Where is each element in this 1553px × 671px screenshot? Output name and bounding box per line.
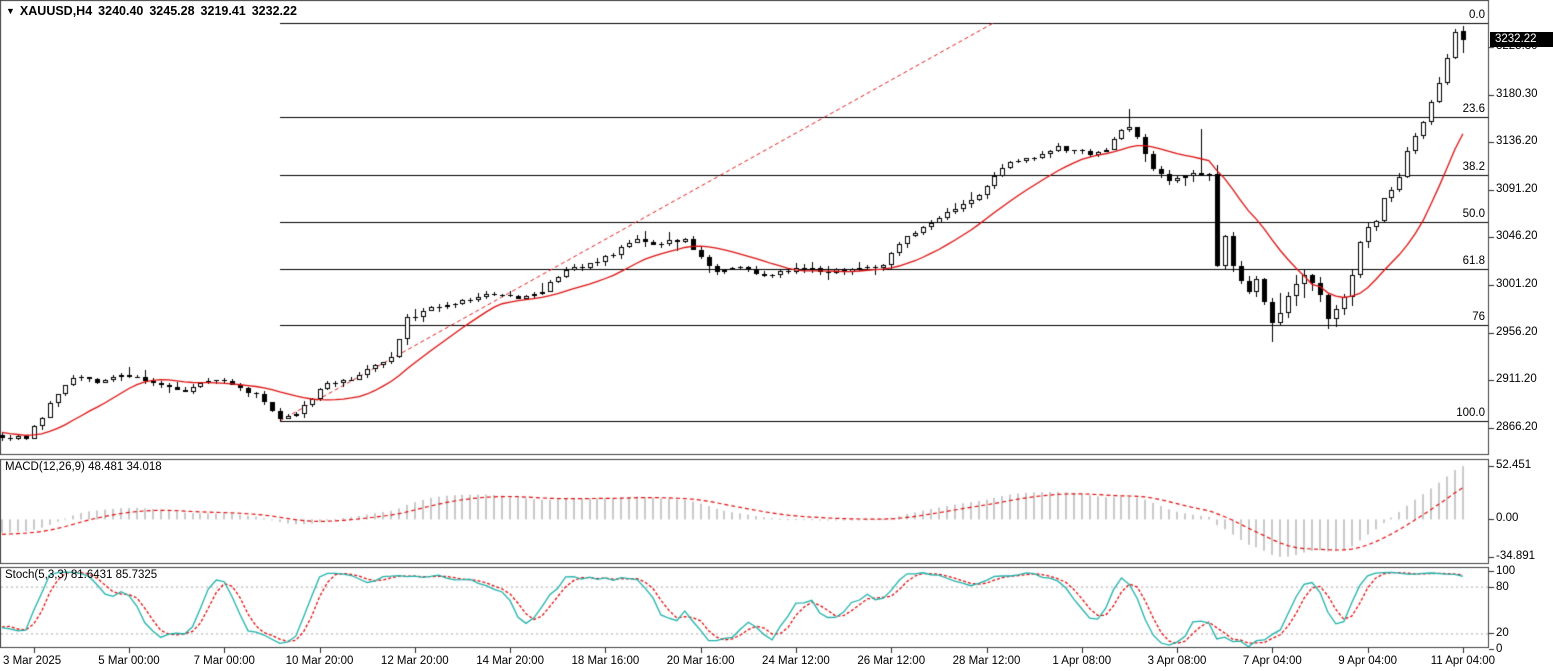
- stoch-axis-label: 20: [1496, 627, 1509, 640]
- fib-level-label: 50.0: [1462, 208, 1485, 221]
- time-axis-label: 7 Mar 00:00: [193, 655, 255, 667]
- time-axis-label: 12 Mar 20:00: [380, 655, 449, 667]
- price-axis-label: 3046.20: [1496, 230, 1538, 243]
- price-axis-label: 2956.20: [1496, 325, 1538, 338]
- high-value: 3245.28: [149, 4, 195, 18]
- time-axis-label: 10 Mar 20:00: [285, 655, 354, 667]
- time-axis-label: 3 Mar 2025: [3, 655, 62, 667]
- symbol-header: ▼ XAUUSD,H4 3240.40 3245.28 3219.41 3232.22: [6, 4, 303, 18]
- stoch-axis-label: 0: [1496, 643, 1503, 655]
- price-axis-label: 3001.20: [1496, 277, 1538, 290]
- time-axis-label: 18 Mar 16:00: [571, 655, 640, 667]
- time-axis-label: 11 Apr 04:00: [1430, 655, 1496, 667]
- stoch-axis-label: 100: [1496, 565, 1516, 577]
- close-value: 3232.22: [251, 4, 297, 18]
- price-axis-label: 3091.20: [1496, 182, 1538, 195]
- open-value: 3240.40: [98, 4, 144, 18]
- time-axis-label: 7 Apr 04:00: [1242, 655, 1302, 667]
- stoch-indicator-label: Stoch(5,3,3) 81.6431 85.7325: [5, 569, 158, 581]
- low-value: 3219.41: [200, 4, 246, 18]
- time-axis-label: 28 Mar 12:00: [952, 655, 1021, 667]
- price-axis-label: 2866.20: [1496, 421, 1538, 434]
- price-axis-label: 3180.30: [1496, 88, 1538, 101]
- symbol-name: XAUUSD,H4: [19, 4, 93, 18]
- current-price-tag: 3232.22: [1490, 32, 1553, 48]
- fib-level-label: 61.8: [1462, 254, 1485, 267]
- time-axis-label: 9 Apr 04:00: [1338, 655, 1398, 667]
- macd-axis-label: 52.451: [1496, 459, 1532, 471]
- time-axis-label: 14 Mar 20:00: [476, 655, 544, 667]
- fib-level-label: 38.2: [1462, 161, 1485, 174]
- macd-indicator-label: MACD(12,26,9) 48.481 34.018: [5, 461, 162, 473]
- price-axis-label: 2911.20: [1496, 373, 1537, 386]
- time-axis-label: 24 Mar 12:00: [762, 655, 830, 667]
- time-axis-label: 5 Mar 00:00: [98, 655, 160, 667]
- fib-level-label: 0.0: [1469, 9, 1485, 22]
- fib-level-label: 23.6: [1462, 103, 1485, 116]
- time-axis-label: 20 Mar 16:00: [666, 655, 735, 667]
- macd-axis-label: 0.00: [1496, 512, 1519, 525]
- price-axis-label: 3136.20: [1496, 134, 1538, 147]
- time-axis-label: 26 Mar 12:00: [857, 655, 926, 667]
- fib-level-label: 76: [1472, 311, 1485, 324]
- time-axis-label: 3 Apr 08:00: [1147, 655, 1207, 667]
- ohlc-toggle-icon[interactable]: ▼: [6, 6, 15, 16]
- time-axis-label: 1 Apr 08:00: [1052, 655, 1112, 667]
- stoch-axis-label: 80: [1496, 580, 1509, 593]
- macd-axis-label: -34.891: [1496, 550, 1536, 562]
- fib-level-label: 100.0: [1456, 406, 1485, 419]
